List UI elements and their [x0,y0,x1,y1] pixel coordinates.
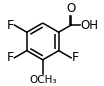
Text: F: F [72,51,79,64]
Text: OH: OH [81,18,99,31]
Text: F: F [7,51,14,64]
Text: OCH₃: OCH₃ [29,75,56,85]
Text: O: O [67,2,76,15]
Text: F: F [7,18,14,31]
